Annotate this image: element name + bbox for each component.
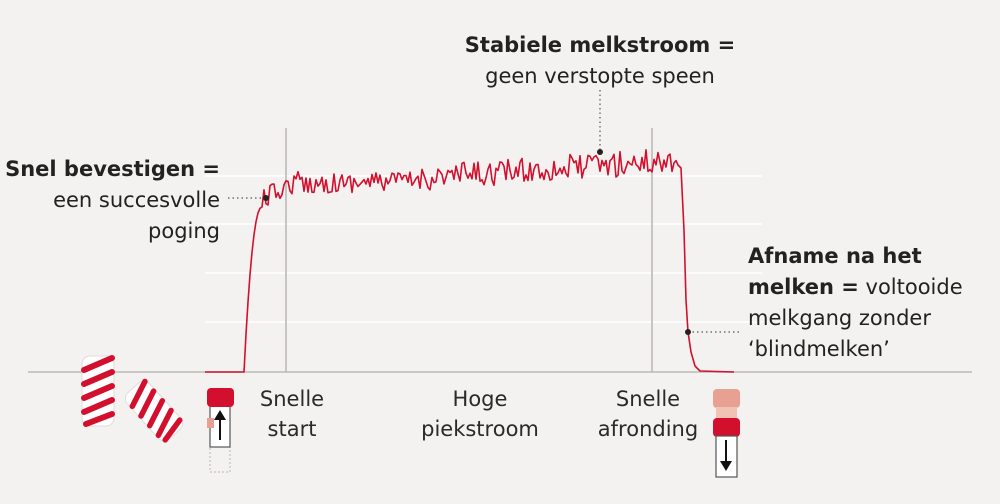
phase-start-line1: Snelle — [259, 387, 325, 411]
brush-roller-tilted-icon — [124, 378, 184, 443]
phase-peak-line1: Hoge — [452, 387, 508, 411]
decline-text-line3: melkgang zonder — [748, 306, 931, 330]
phase-label-peak: Hoge piekstroom — [405, 384, 555, 444]
attach-title: Snel bevestigen = — [5, 157, 220, 181]
decline-text-line4: ‘blindmelken’ — [748, 337, 890, 361]
decline-annotation: Afname na het melken = voltooide melkgan… — [748, 241, 998, 365]
stable-marker-dot — [597, 149, 603, 155]
stable-flow-text: geen verstopte speen — [485, 64, 715, 88]
attach-marker-dot — [263, 195, 269, 201]
decline-text-line2: voltooide — [865, 275, 963, 299]
brush-roller-upright-icon — [81, 355, 115, 427]
phase-label-finish: Snelle afronding — [578, 384, 718, 444]
phase-peak-line2: piekstroom — [421, 417, 539, 441]
milk-flow-curve — [205, 149, 735, 373]
attach-text-line2: poging — [148, 219, 220, 243]
phase-finish-line1: Snelle — [615, 387, 681, 411]
decline-title-line2: melken = — [748, 275, 859, 299]
attach-annotation: Snel bevestigen = een succesvolle poging — [0, 154, 220, 247]
stable-flow-annotation: Stabiele melkstroom = geen verstopte spe… — [430, 30, 770, 92]
phase-finish-line2: afronding — [597, 417, 699, 441]
attach-text-line1: een succesvolle — [53, 188, 220, 212]
grid-lines — [205, 175, 762, 323]
phase-start-line2: start — [267, 417, 317, 441]
stable-flow-title: Stabiele melkstroom = — [464, 33, 736, 57]
teat-cup-up-arrow-icon — [207, 388, 234, 473]
decline-marker-dot — [685, 329, 691, 335]
decline-title-line1: Afname na het — [748, 244, 922, 268]
teat-cup-down-arrow-icon — [713, 389, 740, 478]
phase-label-start: Snelle start — [232, 384, 352, 444]
